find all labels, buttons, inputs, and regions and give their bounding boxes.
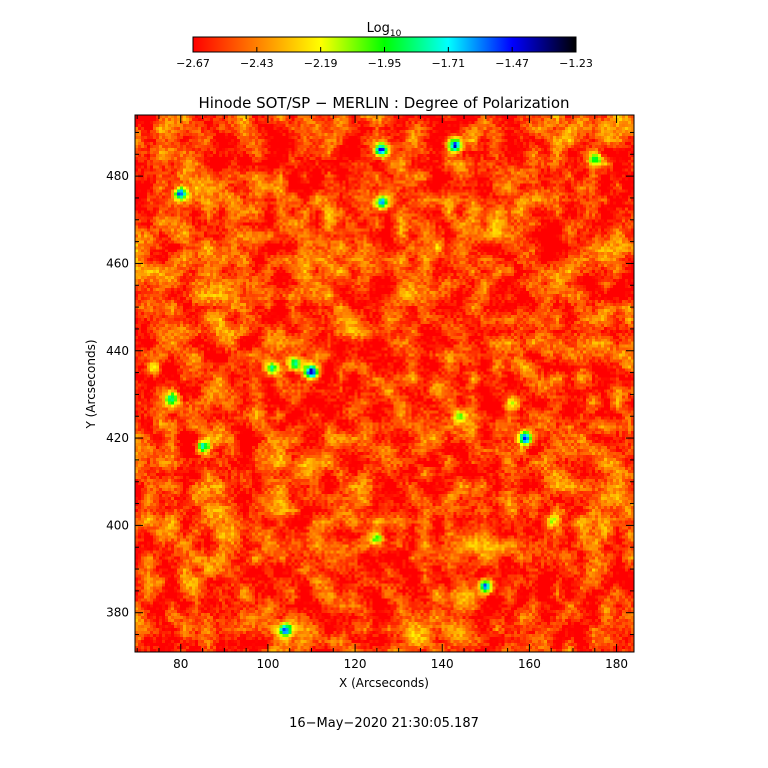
colorbar-tick-label: −2.67 xyxy=(176,57,210,70)
colorbar-tick-label: −1.95 xyxy=(368,57,402,70)
y-axis-label: Y (Arcseconds) xyxy=(84,339,98,429)
x-tick-label: 180 xyxy=(605,657,628,671)
x-tick-label: 80 xyxy=(173,657,188,671)
colorbar: Log10 −2.67 −2.43 −2.19 −1.95 −1.71 −1.47 −1.2… xyxy=(176,21,593,70)
x-tick-label: 160 xyxy=(518,657,541,671)
x-tick-label: 140 xyxy=(431,657,454,671)
y-tick-label: 400 xyxy=(106,518,129,532)
colorbar-tick-label: −1.23 xyxy=(559,57,593,70)
colorbar-ticks: −2.67 −2.43 −2.19 −1.95 −1.71 −1.47 −1.23 xyxy=(176,47,593,70)
y-tick-label: 480 xyxy=(106,169,129,183)
x-tick-label: 120 xyxy=(344,657,367,671)
y-tick-label: 420 xyxy=(106,431,129,445)
plot-frame xyxy=(134,114,635,653)
chart-title: Hinode SOT/SP − MERLIN : Degree of Polar… xyxy=(198,94,569,112)
y-tick-label: 460 xyxy=(106,256,129,270)
colorbar-label-main: Log xyxy=(367,21,390,36)
x-tick-label: 100 xyxy=(256,657,279,671)
y-tick-label: 380 xyxy=(106,606,129,620)
heatmap-image xyxy=(135,115,634,652)
colorbar-tick-label: −2.19 xyxy=(304,57,338,70)
colorbar-label-subscript: 10 xyxy=(390,29,402,39)
colorbar-tick-label: −1.47 xyxy=(495,57,529,70)
x-axis: 80 100 120 140 160 180 xyxy=(136,115,628,671)
timestamp: 16−May−2020 21:30:05.187 xyxy=(289,716,479,731)
y-axis: 380 400 420 440 460 480 xyxy=(106,131,634,636)
colorbar-tick-label: −2.43 xyxy=(240,57,274,70)
x-axis-label: X (Arcseconds) xyxy=(339,676,429,690)
colorbar-tick-label: −1.71 xyxy=(431,57,465,70)
y-tick-label: 440 xyxy=(106,344,129,358)
colorbar-label: Log10 xyxy=(367,21,402,39)
heatmap-area xyxy=(134,114,635,653)
